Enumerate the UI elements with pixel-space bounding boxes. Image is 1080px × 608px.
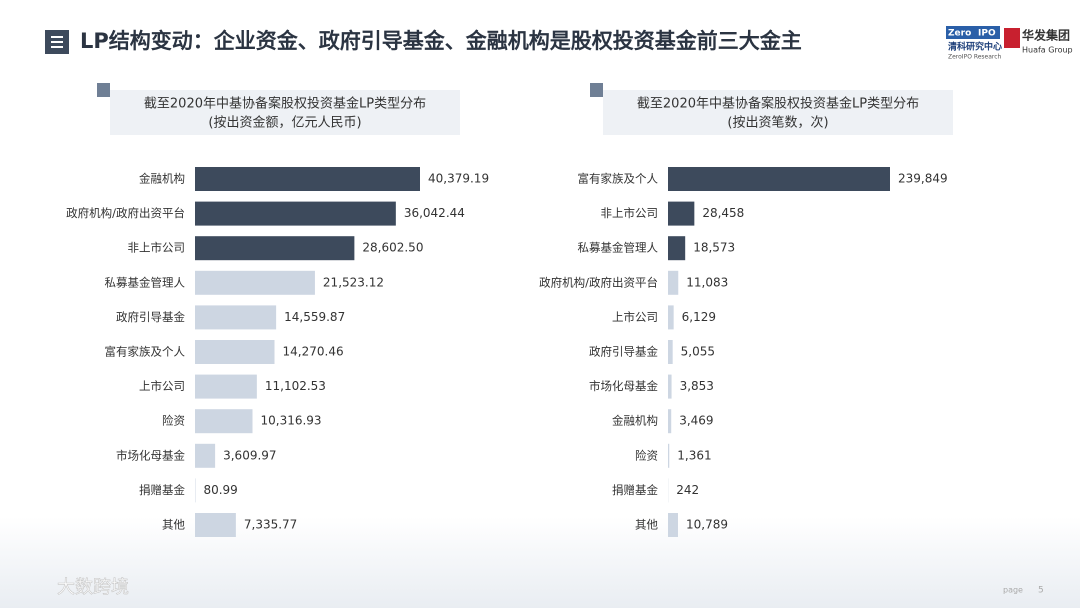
value-label: 28,602.50	[362, 241, 423, 255]
category-label: 非上市公司	[601, 206, 659, 220]
chart-title: 截至2020年中基协备案股权投资基金LP类型分布	[637, 96, 919, 112]
bar	[668, 201, 695, 226]
bar	[668, 374, 672, 399]
bar	[195, 167, 420, 191]
value-label: 5,055	[681, 345, 715, 359]
category-label: 富有家族及个人	[578, 172, 659, 186]
logo-zero: Zero	[948, 29, 971, 39]
value-label: 242	[676, 483, 699, 497]
bar	[195, 201, 396, 226]
group-name: 华发集团	[1022, 28, 1070, 43]
category-label: 政府引导基金	[589, 345, 658, 359]
group-name-en: Huafa Group	[1022, 46, 1073, 55]
category-label: 非上市公司	[128, 241, 186, 255]
chart-subtitle: (按出资金额，亿元人民币)	[208, 115, 361, 131]
bar	[668, 443, 670, 468]
category-label: 上市公司	[612, 310, 658, 324]
watermark: 大数跨境	[57, 577, 129, 598]
bar	[668, 305, 674, 330]
bar	[668, 167, 890, 191]
value-label: 6,129	[682, 310, 716, 324]
bar	[668, 513, 678, 537]
bar	[195, 236, 355, 261]
chart-title: 截至2020年中基协备案股权投资基金LP类型分布	[144, 96, 426, 112]
value-label: 40,379.19	[428, 172, 489, 186]
value-label: 3,609.97	[223, 448, 276, 462]
category-label: 金融机构	[139, 172, 185, 186]
category-label: 捐赠基金	[139, 483, 185, 497]
title-icon-lines	[51, 36, 63, 48]
value-label: 14,270.46	[283, 345, 344, 359]
page-label: page	[1003, 586, 1023, 595]
chart-subtitle: (按出资笔数，次)	[727, 115, 828, 131]
category-label: 市场化母基金	[589, 379, 658, 393]
bar	[195, 340, 275, 364]
value-label: 11,102.53	[265, 379, 326, 393]
subtitle-box	[603, 90, 953, 135]
value-label: 3,853	[680, 379, 714, 393]
bar	[668, 340, 673, 364]
bar	[195, 270, 315, 295]
logo-box	[946, 26, 1000, 39]
subtitle-marker	[590, 83, 603, 97]
bar	[668, 236, 686, 261]
slide-title: LP结构变动：企业资金、政府引导基金、金融机构是股权投资基金前三大金主	[80, 29, 802, 53]
category-label: 富有家族及个人	[105, 345, 186, 359]
category-label: 政府引导基金	[116, 310, 185, 324]
value-label: 10,789	[686, 518, 728, 532]
category-label: 险资	[635, 448, 658, 462]
category-label: 其他	[635, 518, 658, 532]
bar	[668, 270, 679, 295]
logo-name-en: ZeroIPO Research	[948, 54, 1002, 61]
value-label: 239,849	[898, 172, 948, 186]
subtitle-box	[110, 90, 460, 135]
bar	[195, 409, 253, 434]
logo-ipo: IPO	[978, 29, 996, 39]
value-label: 1,361	[677, 448, 711, 462]
category-label: 市场化母基金	[116, 448, 185, 462]
category-label: 私募基金管理人	[578, 241, 659, 255]
value-label: 36,042.44	[404, 206, 465, 220]
subtitle-marker	[97, 83, 110, 97]
value-label: 28,458	[702, 206, 744, 220]
value-label: 80.99	[203, 483, 237, 497]
category-label: 政府机构/政府出资平台	[539, 275, 658, 289]
value-label: 7,335.77	[244, 518, 297, 532]
bar	[195, 513, 236, 537]
logo-name: 清科研究中心	[948, 41, 1002, 53]
value-label: 18,573	[693, 241, 735, 255]
value-label: 11,083	[686, 275, 728, 289]
category-label: 金融机构	[612, 414, 658, 428]
value-label: 14,559.87	[284, 310, 345, 324]
group-logo	[1004, 28, 1020, 48]
category-label: 其他	[162, 518, 185, 532]
bar	[195, 305, 277, 330]
value-label: 21,523.12	[323, 275, 384, 289]
value-label: 10,316.93	[260, 414, 321, 428]
category-label: 政府机构/政府出资平台	[66, 206, 185, 220]
category-label: 险资	[162, 414, 185, 428]
bar	[195, 443, 216, 468]
page-number: 5	[1038, 586, 1044, 596]
category-label: 上市公司	[139, 379, 185, 393]
bar	[195, 374, 257, 399]
value-label: 3,469	[679, 414, 713, 428]
bar	[668, 409, 672, 434]
category-label: 私募基金管理人	[105, 275, 186, 289]
category-label: 捐赠基金	[612, 483, 658, 497]
